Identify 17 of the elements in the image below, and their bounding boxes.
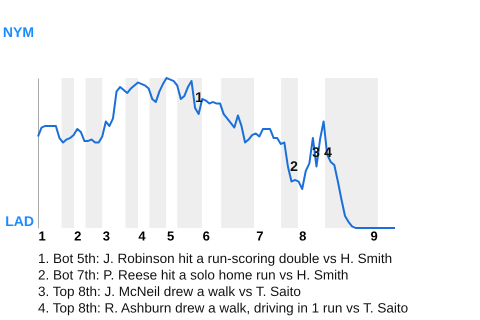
text: 3. Top 8th: J. McNeil drew a walk vs T. Saito — [38, 284, 301, 299]
x-tick-label: 1 — [38, 228, 46, 244]
x-tick-label: 7 — [256, 228, 264, 244]
x-tick-label: 9 — [370, 228, 378, 244]
annotation: 2 — [290, 158, 298, 174]
x-tick-label: 6 — [202, 228, 210, 244]
annotation: 1 — [195, 89, 204, 105]
text: 1. Bot 5th: J. Robinson hit a run-scoring double vs H. Smith — [38, 251, 392, 266]
x-tick-label: 2 — [74, 228, 82, 244]
text: NYM — [2, 24, 34, 40]
x-tick-label: 8 — [299, 228, 306, 244]
text: 4. Top 8th: R. Ashburn drew a walk, driving in 1 run vs T. Saito — [38, 300, 408, 316]
x-tick-label: 5 — [166, 228, 174, 244]
x-tick-label: 4 — [138, 228, 146, 244]
text: LAD — [5, 213, 34, 229]
x-tick-label: 3 — [102, 228, 110, 244]
text: 2. Bot 7th: P. Reese hit a solo home run vs H. Smith — [38, 268, 348, 282]
